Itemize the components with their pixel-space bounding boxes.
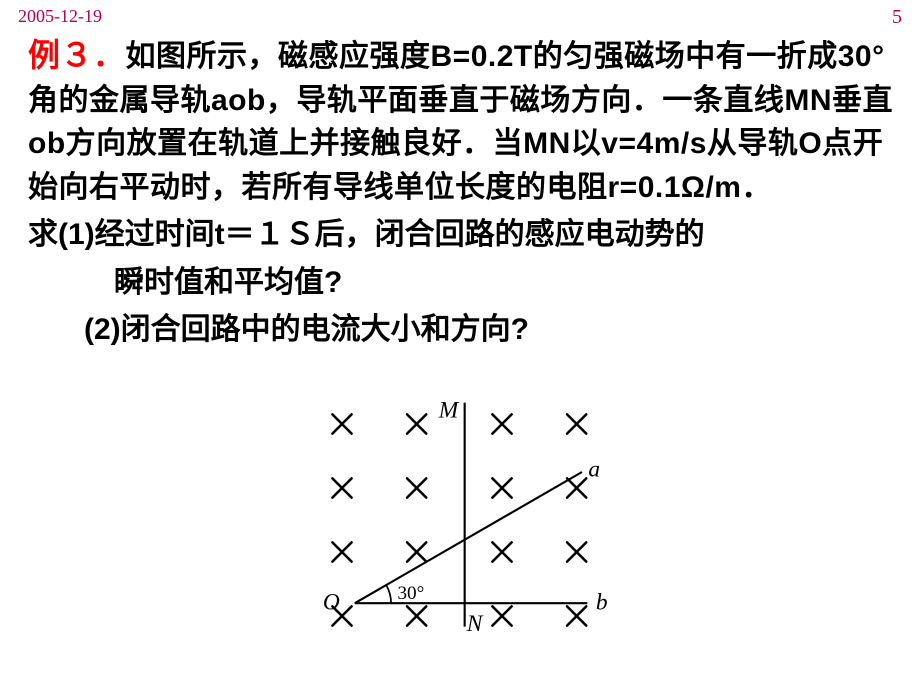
header: 2005-12-19 5 [0, 6, 920, 29]
main-paragraph: 例３．如图所示，磁感应强度B=0.2T的匀强磁场中有一折成30°角的金属导轨ao… [28, 32, 896, 209]
physics-diagram: Ob a M N 30° [310, 390, 630, 650]
example-label: 例３． [28, 37, 126, 73]
question-2: (2)闭合回路中的电流大小和方向? [28, 308, 896, 352]
page: 2005-12-19 5 例３．如图所示，磁感应强度B=0.2T的匀强磁场中有一… [0, 0, 920, 690]
problem-text: 例３．如图所示，磁感应强度B=0.2T的匀强磁场中有一折成30°角的金属导轨ao… [28, 32, 896, 352]
paragraph-text: 如图所示，磁感应强度B=0.2T的匀强磁场中有一折成30°角的金属导轨aob，导… [28, 40, 893, 204]
svg-text:a: a [588, 456, 600, 482]
svg-text:30°: 30° [397, 583, 424, 604]
rail-geometry [355, 403, 588, 627]
diagram-svg: Ob a M N 30° [310, 390, 630, 650]
svg-text:O: O [323, 590, 340, 616]
svg-text:b: b [596, 590, 608, 616]
header-date: 2005-12-19 [18, 6, 102, 29]
question-1-line2: 瞬时值和平均值? [28, 261, 896, 305]
svg-text:N: N [466, 611, 484, 637]
header-page-number: 5 [892, 6, 902, 29]
svg-text:M: M [438, 398, 460, 424]
question-1-line1: 求(1)经过时间t＝１Ｓ后，闭合回路的感应电动势的 [28, 213, 896, 257]
